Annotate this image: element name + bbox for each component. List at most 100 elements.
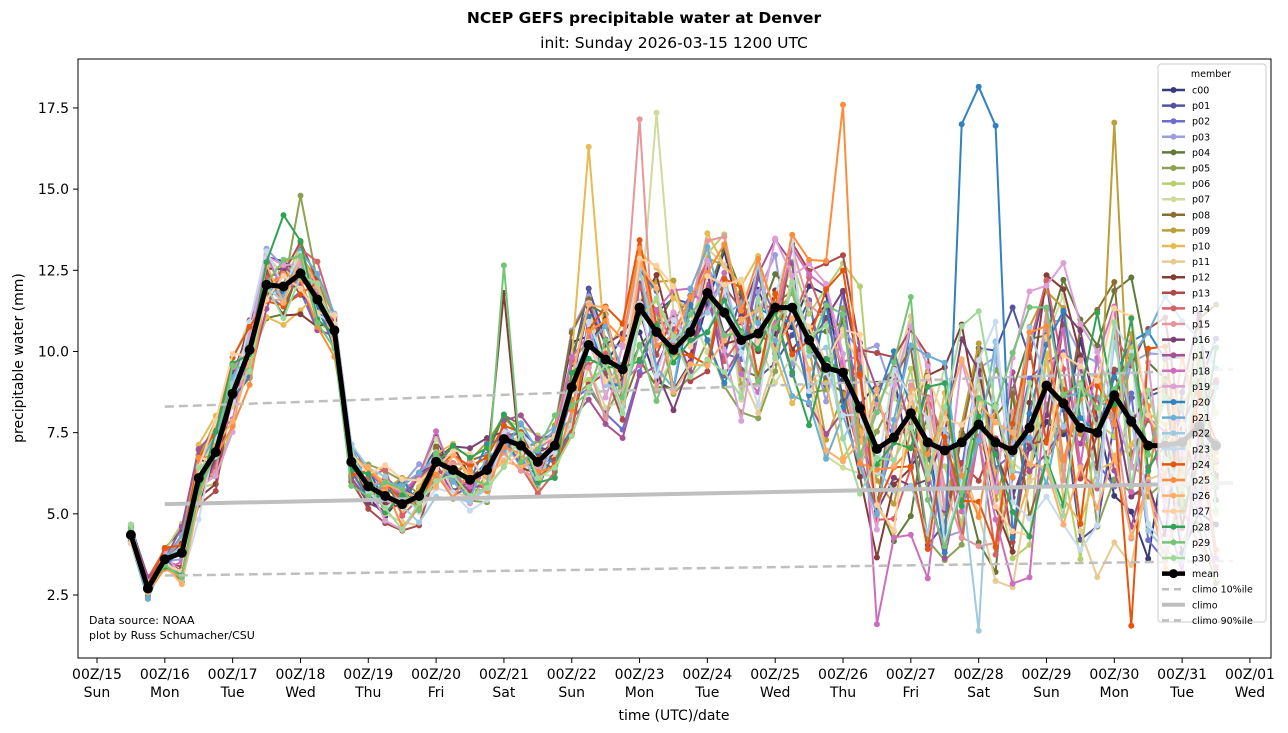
point-p20	[840, 404, 846, 411]
point-p19	[823, 280, 830, 287]
point-p29	[636, 341, 643, 348]
point-p27	[382, 462, 389, 469]
point-p29	[823, 302, 830, 309]
x-tick-day-label: Wed	[760, 685, 791, 701]
legend-label: p04	[1192, 148, 1210, 159]
mean-point	[821, 362, 832, 373]
point-p18	[1060, 327, 1067, 334]
mean-point	[1058, 398, 1069, 409]
point-p27	[873, 502, 880, 508]
point-p01	[789, 332, 796, 339]
point-p24	[1077, 521, 1084, 527]
point-p30	[704, 356, 711, 363]
point-p14	[1043, 277, 1050, 284]
legend-marker	[1170, 367, 1177, 374]
legend-label: p29	[1192, 538, 1210, 549]
point-p20	[806, 392, 813, 399]
point-p19	[1077, 321, 1084, 327]
point-p20	[941, 549, 948, 556]
legend-item-climo-p90: climo 90%ile	[1162, 616, 1253, 627]
point-p23	[755, 402, 762, 409]
point-p25	[246, 381, 253, 388]
point-p26	[653, 285, 660, 292]
point-p30	[873, 454, 880, 461]
point-p27	[1145, 412, 1152, 418]
point-p23	[263, 248, 270, 255]
point-p27	[1060, 352, 1067, 359]
point-p29	[568, 403, 575, 410]
mean-point	[736, 335, 747, 346]
legend-marker	[1170, 196, 1177, 203]
point-p23	[670, 317, 677, 323]
point-p16	[840, 287, 846, 294]
point-p05	[772, 368, 779, 375]
climo-median-line	[164, 480, 1234, 507]
point-p19	[721, 347, 728, 354]
mean-point	[1041, 380, 1052, 391]
point-p06	[585, 376, 592, 383]
x-tick-day-label: Sun	[558, 685, 585, 701]
legend-label: p16	[1192, 335, 1210, 346]
point-p05	[958, 541, 965, 548]
x-tick-label: 00Z/18	[275, 667, 325, 683]
point-p30	[127, 521, 134, 528]
legend-marker	[1170, 227, 1177, 234]
point-p25	[1043, 323, 1050, 330]
legend-label: p21	[1192, 413, 1210, 424]
point-p25	[924, 451, 931, 458]
point-p20	[958, 121, 965, 128]
x-tick-day-label: Thu	[829, 685, 856, 701]
point-p19	[602, 394, 609, 401]
x-tick-label: 00Z/25	[750, 667, 800, 683]
mean-point	[532, 456, 543, 467]
mean-point	[125, 529, 136, 540]
point-p29	[975, 395, 982, 401]
mean-point	[482, 465, 492, 475]
point-p22	[941, 426, 948, 433]
mean-point	[210, 447, 221, 458]
point-p11	[755, 410, 762, 416]
point-p13	[365, 505, 372, 512]
point-p26	[229, 418, 236, 424]
point-p16	[467, 445, 473, 452]
point-p27	[416, 477, 423, 484]
x-axis: 00Z/15 Sun 00Z/16 Mon 00Z/17 Tue 00Z/18 Wed 00Z/…	[72, 658, 1275, 701]
point-p06	[941, 463, 948, 470]
point-p28	[500, 411, 507, 418]
point-p30	[924, 471, 931, 478]
point-p28	[399, 492, 406, 499]
legend-label: mean	[1192, 569, 1219, 580]
point-p26	[738, 316, 745, 323]
point-p23	[975, 357, 982, 364]
point-p30	[619, 410, 626, 417]
point-p28	[1009, 508, 1016, 515]
point-p18	[433, 428, 440, 435]
x-tick-label: 00Z/22	[547, 667, 597, 683]
point-p24	[857, 371, 863, 378]
point-p19	[670, 309, 677, 316]
mean-point	[515, 440, 526, 451]
point-p28	[789, 369, 796, 376]
legend-label: p02	[1192, 117, 1210, 128]
point-p20	[704, 337, 711, 343]
point-p05	[840, 305, 846, 312]
point-p24	[619, 320, 626, 327]
mean-point	[1126, 416, 1137, 427]
legend-label: p11	[1192, 257, 1210, 268]
point-p18	[653, 306, 660, 313]
legend-label: p03	[1192, 132, 1210, 143]
point-p12	[297, 311, 304, 318]
point-p19	[1060, 260, 1067, 266]
climo-p90-line	[164, 368, 1234, 408]
mean-point	[685, 327, 696, 337]
point-p30	[738, 394, 745, 401]
point-p30	[1145, 387, 1152, 394]
point-p26	[873, 386, 880, 393]
point-p27	[229, 351, 236, 357]
x-tick-day-label: Tue	[220, 685, 245, 701]
point-p24	[772, 290, 779, 297]
point-p22	[975, 627, 982, 634]
point-p04	[1128, 274, 1135, 281]
point-p03	[873, 342, 880, 349]
mean-point	[668, 344, 679, 355]
